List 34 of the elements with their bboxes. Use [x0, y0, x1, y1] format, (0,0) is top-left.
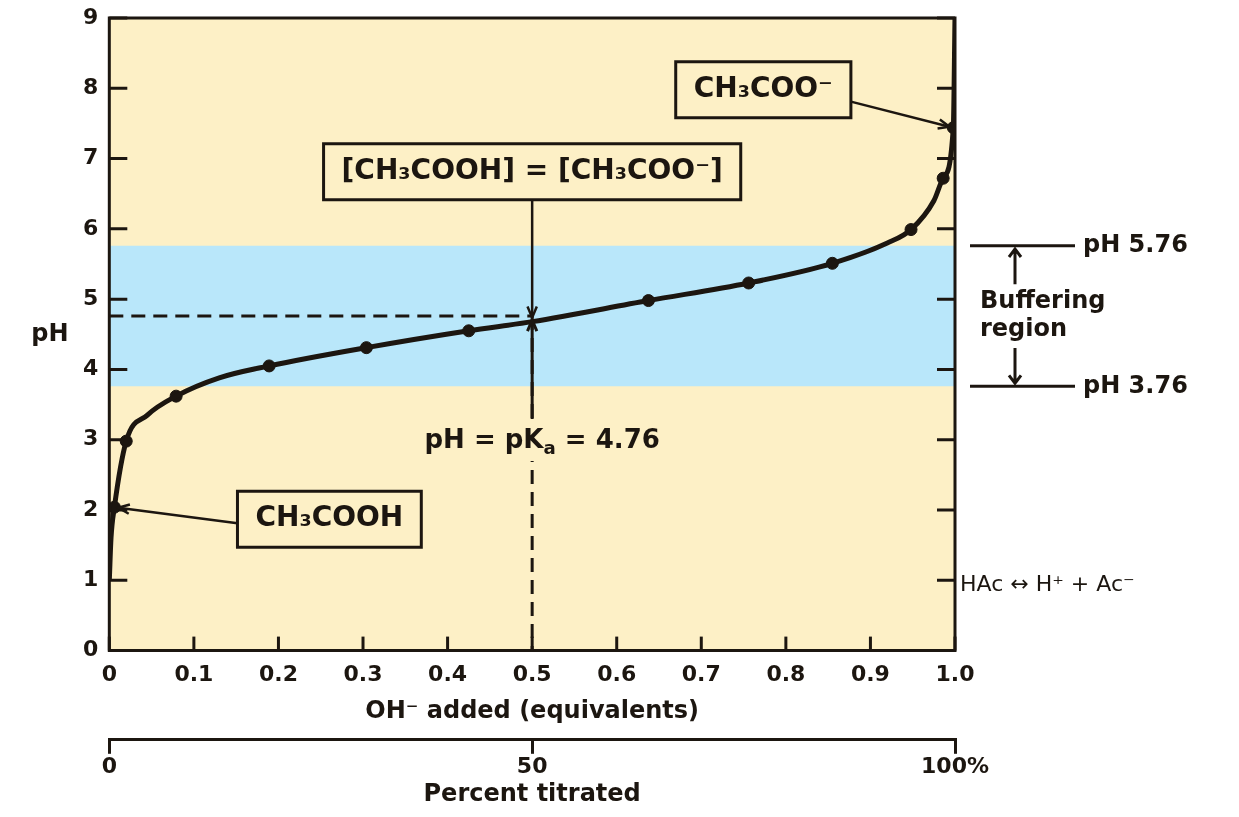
x-tick-label: 0.8: [766, 660, 806, 686]
x-tick-label: 0.5: [512, 660, 552, 686]
x-tick-label: 0.4: [428, 660, 468, 686]
x2-tick-label: 100%: [921, 752, 989, 778]
y-tick-label: 9: [83, 3, 99, 29]
x2-tick-label: 50: [516, 752, 548, 778]
x-tick-label: 0.3: [343, 660, 383, 686]
y-tick-label: 2: [83, 495, 99, 521]
y-axis-title: pH: [31, 318, 69, 347]
y-tick-label: 8: [83, 74, 99, 100]
x-tick-label: 0.7: [681, 660, 721, 686]
x2-axis-title: Percent titrated: [423, 778, 641, 807]
annotation: CH₃COO⁻: [693, 70, 833, 104]
x-tick-label: 0.6: [597, 660, 637, 686]
y-tick-label: 5: [83, 284, 99, 310]
y-tick-label: 6: [83, 214, 99, 240]
ref-line-label: pH 3.76: [1083, 370, 1188, 399]
y-tick-label: 4: [83, 355, 99, 381]
y-tick-label: 3: [83, 425, 99, 451]
x2-tick-label: 0: [101, 752, 117, 778]
x-tick-label: 0.9: [850, 660, 890, 686]
x-axis-title: OH⁻ added (equivalents): [365, 695, 700, 724]
y-tick-label: 0: [83, 636, 99, 662]
annotation: [CH₃COOH] = [CH₃COO⁻]: [341, 152, 723, 186]
ref-line-label: pH 5.76: [1083, 229, 1188, 258]
band-label: Buffering region: [980, 286, 1106, 343]
x-tick-label: 1.0: [935, 660, 975, 686]
annotation: CH₃COOH: [255, 500, 404, 534]
y-tick-label: 7: [83, 144, 99, 170]
x-tick-label: 0.1: [174, 660, 214, 686]
x-tick-label: 0: [101, 660, 117, 686]
y-tick-label: 1: [83, 566, 99, 592]
x-tick-label: 0.2: [258, 660, 298, 686]
text: HAc ↔ H⁺ + Ac⁻: [960, 571, 1135, 597]
